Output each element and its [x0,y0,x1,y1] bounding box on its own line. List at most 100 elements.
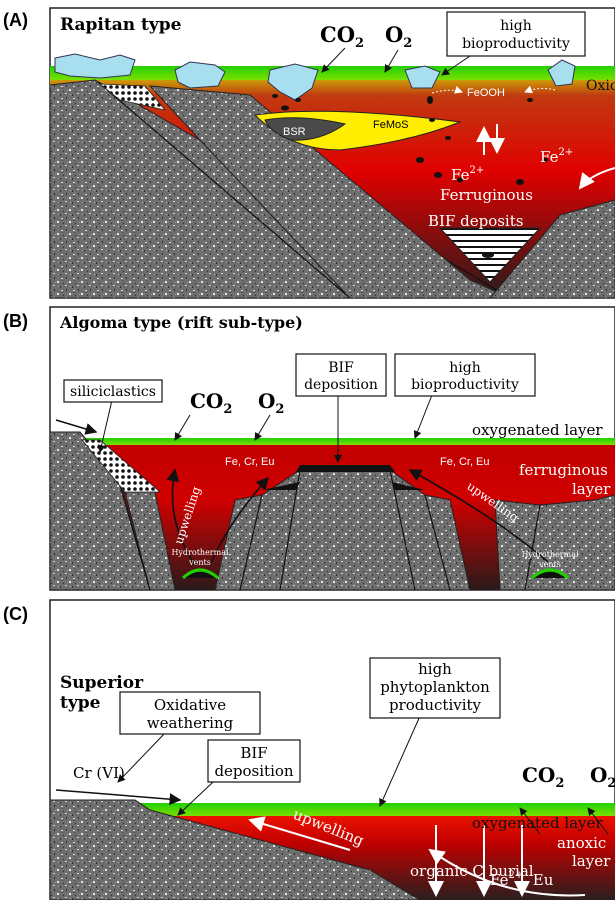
panel-b-bio-line2: bioproductivity [411,377,519,393]
panel-b-title: Algoma type (rift sub-type) [59,313,303,332]
panel-b-oxygenated-label: oxygenated layer [472,421,603,439]
panel-a-right-rock [488,199,615,299]
panel-b-siliciclastics-box [63,379,163,403]
panel-a-fe-inflow-arrow [578,167,615,190]
panel-b-fault-2 [239,494,263,591]
panel-a-siliciclastics [98,83,167,111]
panel-b-bio-line1: high [449,360,480,376]
panel-a-fe2-right: Fe2+ [540,147,573,166]
panel-b-siliciclastics-pointer [97,399,113,453]
panel-c-phyto-line2: phytoplankton [380,678,490,696]
panel-b-fault-1 [117,477,151,591]
panel-a-bsr-lens [264,117,347,141]
panel-c-upwelling-arrow [248,816,351,851]
panel-b-inflow-arrow [55,419,98,435]
panel-a-bio-line1: high [500,18,531,34]
panel-b-fe-cr-eu-left: Fe, Cr, Eu [225,456,275,468]
panel-c-phyto-pointer [379,715,421,807]
panel-b-o2-pointer [254,414,271,441]
panel-a-oxic-layer [50,66,615,80]
panel-b-bif-line1: BIF [328,360,354,376]
panel-b-fault-6 [524,504,541,591]
panel-c-title-line2: type [60,693,101,713]
panel-c-land-rock [49,799,421,900]
panel-c-oxygenated-layer [140,803,615,816]
panel-c-burial-label: organic C burial [410,862,534,880]
panel-b-vent-left [181,568,219,580]
panel-a-nodule [482,252,494,258]
panel-b-upwelling-arrow-2 [209,476,270,566]
panel-b-co2-label: CO2 [190,389,232,417]
panel-a-co2-pointer [321,47,346,73]
panel-b-siliciclastics-label: siliciclastics [70,384,156,400]
panel-b-rock-left [49,431,151,591]
panel-a-feooh-label: FeOOH [467,87,505,99]
panel-a-iceberg-5 [547,59,576,87]
panel-c-weathering-line2: weathering [147,714,234,732]
panel-c-inflow-arrow [55,789,182,806]
panel-c-weathering-pointer [117,732,166,783]
panel-c-co2-label: CO2 [522,763,564,791]
panel-c: Superior type Oxidative weathering Cr (V… [49,599,615,900]
panel-b-fault-3 [279,469,301,591]
panel-b-ferruginous-line2: layer [572,480,611,498]
panel-c-fe-inflow-arrow [428,848,586,897]
panel-b-vents-right-line1: Hydrothermal [521,550,579,559]
panel-a-co2-label: CO2 [320,22,364,51]
panel-a-bio-pointer [441,55,471,76]
panel-c-oxygenated-label: oxygenated layer [472,814,603,832]
panel-a-title: Rapitan type [60,15,182,35]
panel-b-vent-right [531,568,569,580]
panel-b-o2-label: O2 [258,389,284,417]
panel-b-fault-5 [424,494,451,591]
panel-b-bif-line2: deposition [304,377,378,393]
panel-c-bif-line1: BIF [240,744,267,762]
panel-b-vents-left-line1: Hydrothermal [171,548,229,557]
panel-a-femos-label: FeMoS [373,119,408,131]
panel-c-weathering-box [119,691,261,735]
panel-a-iceberg-4 [404,65,441,89]
panel-c-weathering-line1: Oxidative [154,696,226,714]
panel-c-o2-label: O2 [590,763,615,791]
panel-b-bio-box [394,353,536,397]
panel-c-title-line1: Superior [60,673,144,693]
panel-a-bio-line2: bioproductivity [462,36,570,52]
panel-b: Algoma type (rift sub-type) siliciclasti… [49,306,615,591]
panel-c-co2-pointer [519,807,541,835]
panel-b-bif-layer-right [392,482,425,490]
panel-b-bif-layer-center [296,465,395,472]
panel-c-phyto-box [369,657,501,719]
panel-a: Rapitan type CO2 O2 high bioproductivity… [49,7,615,299]
panel-c-o2-pointer [587,807,609,835]
panel-a-oxic-label: Oxic [586,78,615,94]
panel-c-anoxic-line1: anoxic [557,834,606,852]
panel-c-anoxic-line2: layer [572,852,611,870]
panel-b-vents-left-line2: vents [188,558,211,567]
panel-a-iceberg-3 [267,63,319,101]
panel-b-bif-box [295,353,387,397]
panel-c-letter: (C) [3,604,28,624]
panel-a-ferruginous-label: Ferruginous [440,186,533,204]
panel-c-phyto-line1: high [418,660,452,678]
panel-a-bioproductivity-box [446,11,586,57]
panel-b-bif-layer-left [262,482,300,490]
panel-b-fe-cr-eu-right: Fe, Cr, Eu [440,456,490,468]
panel-a-iceberg-2 [174,61,226,89]
panel-a-particles [272,94,548,185]
panel-a-letter: (A) [3,10,28,30]
panel-a-iceberg-1 [54,53,136,79]
panel-b-oxygenated-layer [50,438,615,445]
panel-b-ferruginous-line1: ferruginous [519,461,608,479]
panel-a-fe2-left: Fe2+ [451,165,484,184]
panel-c-bif-box [207,739,301,783]
panel-b-co2-pointer [174,414,191,441]
panel-c-bif-line2: deposition [214,762,293,780]
panel-c-fe-eu-label: Fe2+, Eu [490,870,554,889]
panel-a-fault-1 [97,81,351,299]
panel-a-bif-deposits-label: BIF deposits [428,212,523,230]
panel-b-bio-pointer [413,394,433,439]
panel-c-cr-vi-label: Cr (VI) [73,764,125,782]
panel-b-vents-right-line2: vents [538,560,561,569]
panel-b-letter: (B) [3,311,28,331]
